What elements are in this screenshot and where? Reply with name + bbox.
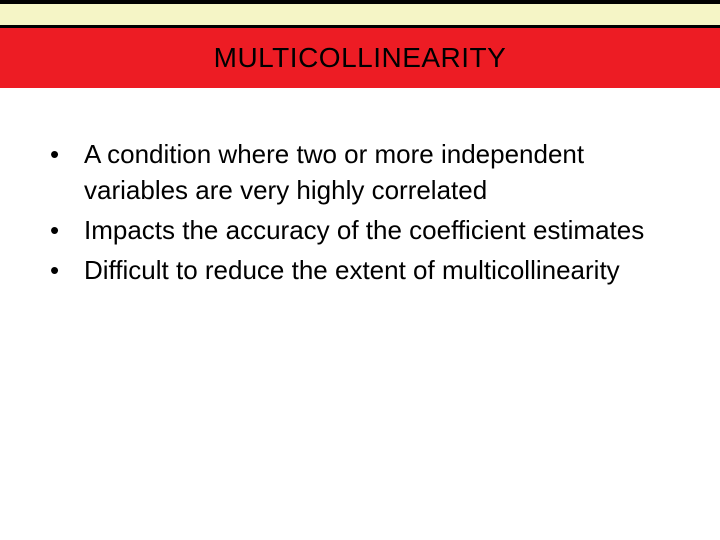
bullet-text: Difficult to reduce the extent of multic… xyxy=(84,252,620,288)
bullet-icon: • xyxy=(50,136,64,172)
top-accent-bar xyxy=(0,0,720,28)
content-area: • A condition where two or more independ… xyxy=(0,88,720,288)
bullet-text: A condition where two or more independen… xyxy=(84,136,670,208)
list-item: • Difficult to reduce the extent of mult… xyxy=(50,252,670,288)
title-bar: MULTICOLLINEARITY xyxy=(0,28,720,88)
bullet-list: • A condition where two or more independ… xyxy=(50,136,670,288)
bullet-icon: • xyxy=(50,252,64,288)
bullet-icon: • xyxy=(50,212,64,248)
list-item: • Impacts the accuracy of the coefficien… xyxy=(50,212,670,248)
list-item: • A condition where two or more independ… xyxy=(50,136,670,208)
slide-title: MULTICOLLINEARITY xyxy=(214,42,507,74)
bullet-text: Impacts the accuracy of the coefficient … xyxy=(84,212,644,248)
